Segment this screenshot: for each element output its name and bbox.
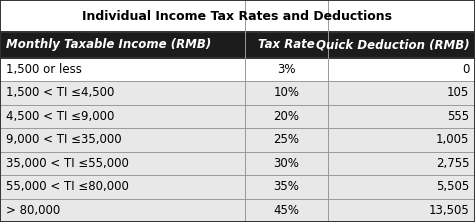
Text: Monthly Taxable Income (RMB): Monthly Taxable Income (RMB) [6,38,211,52]
Text: 25%: 25% [273,133,299,146]
Text: 9,000 < TI ≤35,000: 9,000 < TI ≤35,000 [6,133,121,146]
Bar [0,175,475,198]
Text: Individual Income Tax Rates and Deductions: Individual Income Tax Rates and Deductio… [83,10,392,23]
Text: 0: 0 [462,63,469,76]
Text: 2,755: 2,755 [436,157,469,170]
Text: 35%: 35% [273,180,299,193]
Text: 10%: 10% [273,86,299,99]
Text: 1,500 < TI ≤4,500: 1,500 < TI ≤4,500 [6,86,114,99]
Bar [0,58,475,81]
Bar [0,32,475,58]
Text: 1,005: 1,005 [436,133,469,146]
Text: 55,000 < TI ≤80,000: 55,000 < TI ≤80,000 [6,180,129,193]
Bar [0,81,475,105]
Text: 105: 105 [447,86,469,99]
Bar [0,198,475,222]
Text: 30%: 30% [273,157,299,170]
Text: 1,500 or less: 1,500 or less [6,63,82,76]
Text: 13,505: 13,505 [428,204,469,217]
Bar [0,0,475,32]
Bar [0,105,475,128]
Text: > 80,000: > 80,000 [6,204,60,217]
Text: Quick Deduction (RMB): Quick Deduction (RMB) [316,38,469,52]
Bar [0,152,475,175]
Text: 5,505: 5,505 [436,180,469,193]
Text: 45%: 45% [273,204,299,217]
Text: 555: 555 [447,110,469,123]
Text: 3%: 3% [277,63,295,76]
Text: 4,500 < TI ≤9,000: 4,500 < TI ≤9,000 [6,110,114,123]
Text: Tax Rate: Tax Rate [258,38,314,52]
Text: 20%: 20% [273,110,299,123]
Text: 35,000 < TI ≤55,000: 35,000 < TI ≤55,000 [6,157,129,170]
Bar [0,128,475,152]
